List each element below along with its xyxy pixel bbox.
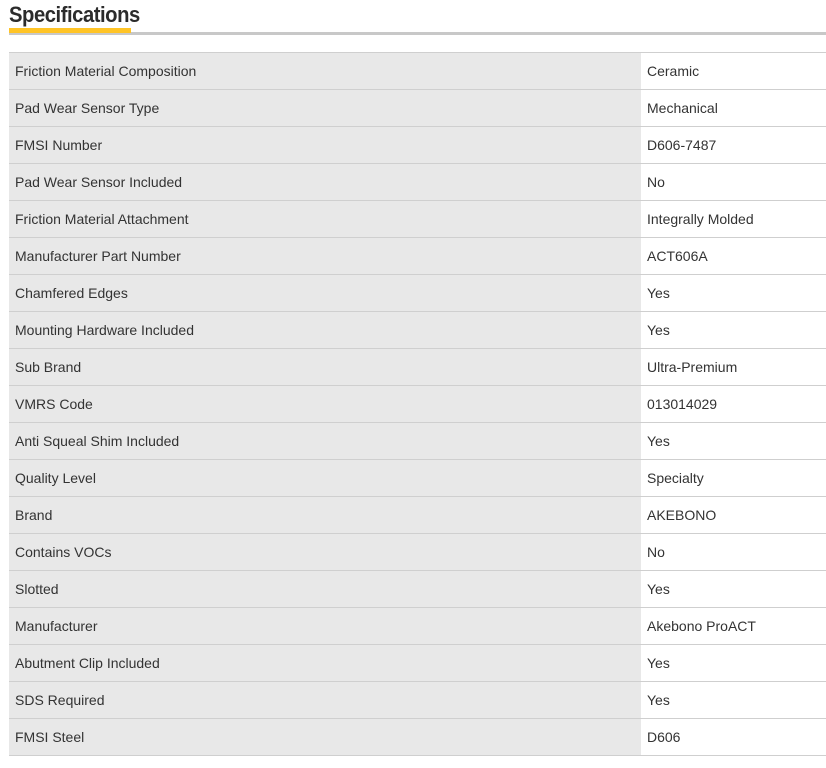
spec-value: Mechanical: [641, 89, 826, 127]
spec-row: Pad Wear Sensor Type Mechanical: [9, 89, 826, 127]
spec-value: Yes: [641, 274, 826, 312]
spec-value: AKEBONO: [641, 496, 826, 534]
spec-row: Mounting Hardware Included Yes: [9, 311, 826, 349]
spec-value: Ceramic: [641, 52, 826, 90]
spec-value: Akebono ProACT: [641, 607, 826, 645]
spec-row: Chamfered Edges Yes: [9, 274, 826, 312]
spec-value: Yes: [641, 681, 826, 719]
spec-label: Manufacturer Part Number: [9, 237, 641, 275]
spec-label: Friction Material Attachment: [9, 200, 641, 238]
specifications-table: Friction Material Composition Ceramic Pad …: [9, 52, 826, 756]
spec-label: Pad Wear Sensor Type: [9, 89, 641, 127]
spec-value: D606: [641, 718, 826, 756]
spec-row: FMSI Steel D606: [9, 718, 826, 756]
spec-row: Anti Squeal Shim Included Yes: [9, 422, 826, 460]
spec-label: Chamfered Edges: [9, 274, 641, 312]
spec-label: VMRS Code: [9, 385, 641, 423]
spec-value: No: [641, 163, 826, 201]
spec-value: Yes: [641, 311, 826, 349]
spec-label: Friction Material Composition: [9, 52, 641, 90]
spec-label: Contains VOCs: [9, 533, 641, 571]
spec-row: Friction Material Attachment Integrally M…: [9, 200, 826, 238]
spec-value: Specialty: [641, 459, 826, 497]
spec-row: SDS Required Yes: [9, 681, 826, 719]
spec-value: Ultra-Premium: [641, 348, 826, 386]
title-divider: [9, 32, 826, 35]
spec-row: Quality Level Specialty: [9, 459, 826, 497]
spec-label: Anti Squeal Shim Included: [9, 422, 641, 460]
spec-value: No: [641, 533, 826, 571]
spec-row: Slotted Yes: [9, 570, 826, 608]
spec-value: Yes: [641, 570, 826, 608]
spec-value: Integrally Molded: [641, 200, 826, 238]
page-title: Specifications: [9, 2, 140, 27]
spec-row: Brand AKEBONO: [9, 496, 826, 534]
spec-value: 013014029: [641, 385, 826, 423]
spec-row: Sub Brand Ultra-Premium: [9, 348, 826, 386]
spec-row: Pad Wear Sensor Included No: [9, 163, 826, 201]
spec-label: Mounting Hardware Included: [9, 311, 641, 349]
spec-label: Brand: [9, 496, 641, 534]
spec-value: Yes: [641, 422, 826, 460]
spec-row: VMRS Code 013014029: [9, 385, 826, 423]
spec-value: ACT606A: [641, 237, 826, 275]
spec-row: Manufacturer Part Number ACT606A: [9, 237, 826, 275]
spec-label: Manufacturer: [9, 607, 641, 645]
spec-label: Abutment Clip Included: [9, 644, 641, 682]
spec-row: FMSI Number D606-7487: [9, 126, 826, 164]
spec-row: Abutment Clip Included Yes: [9, 644, 826, 682]
spec-row: Friction Material Composition Ceramic: [9, 52, 826, 90]
spec-value: D606-7487: [641, 126, 826, 164]
spec-label: Sub Brand: [9, 348, 641, 386]
spec-label: Pad Wear Sensor Included: [9, 163, 641, 201]
spec-row: Contains VOCs No: [9, 533, 826, 571]
spec-label: Slotted: [9, 570, 641, 608]
spec-row: Manufacturer Akebono ProACT: [9, 607, 826, 645]
spec-label: SDS Required: [9, 681, 641, 719]
spec-value: Yes: [641, 644, 826, 682]
spec-label: FMSI Number: [9, 126, 641, 164]
spec-label: Quality Level: [9, 459, 641, 497]
title-accent-underline: [9, 28, 131, 33]
spec-label: FMSI Steel: [9, 718, 641, 756]
